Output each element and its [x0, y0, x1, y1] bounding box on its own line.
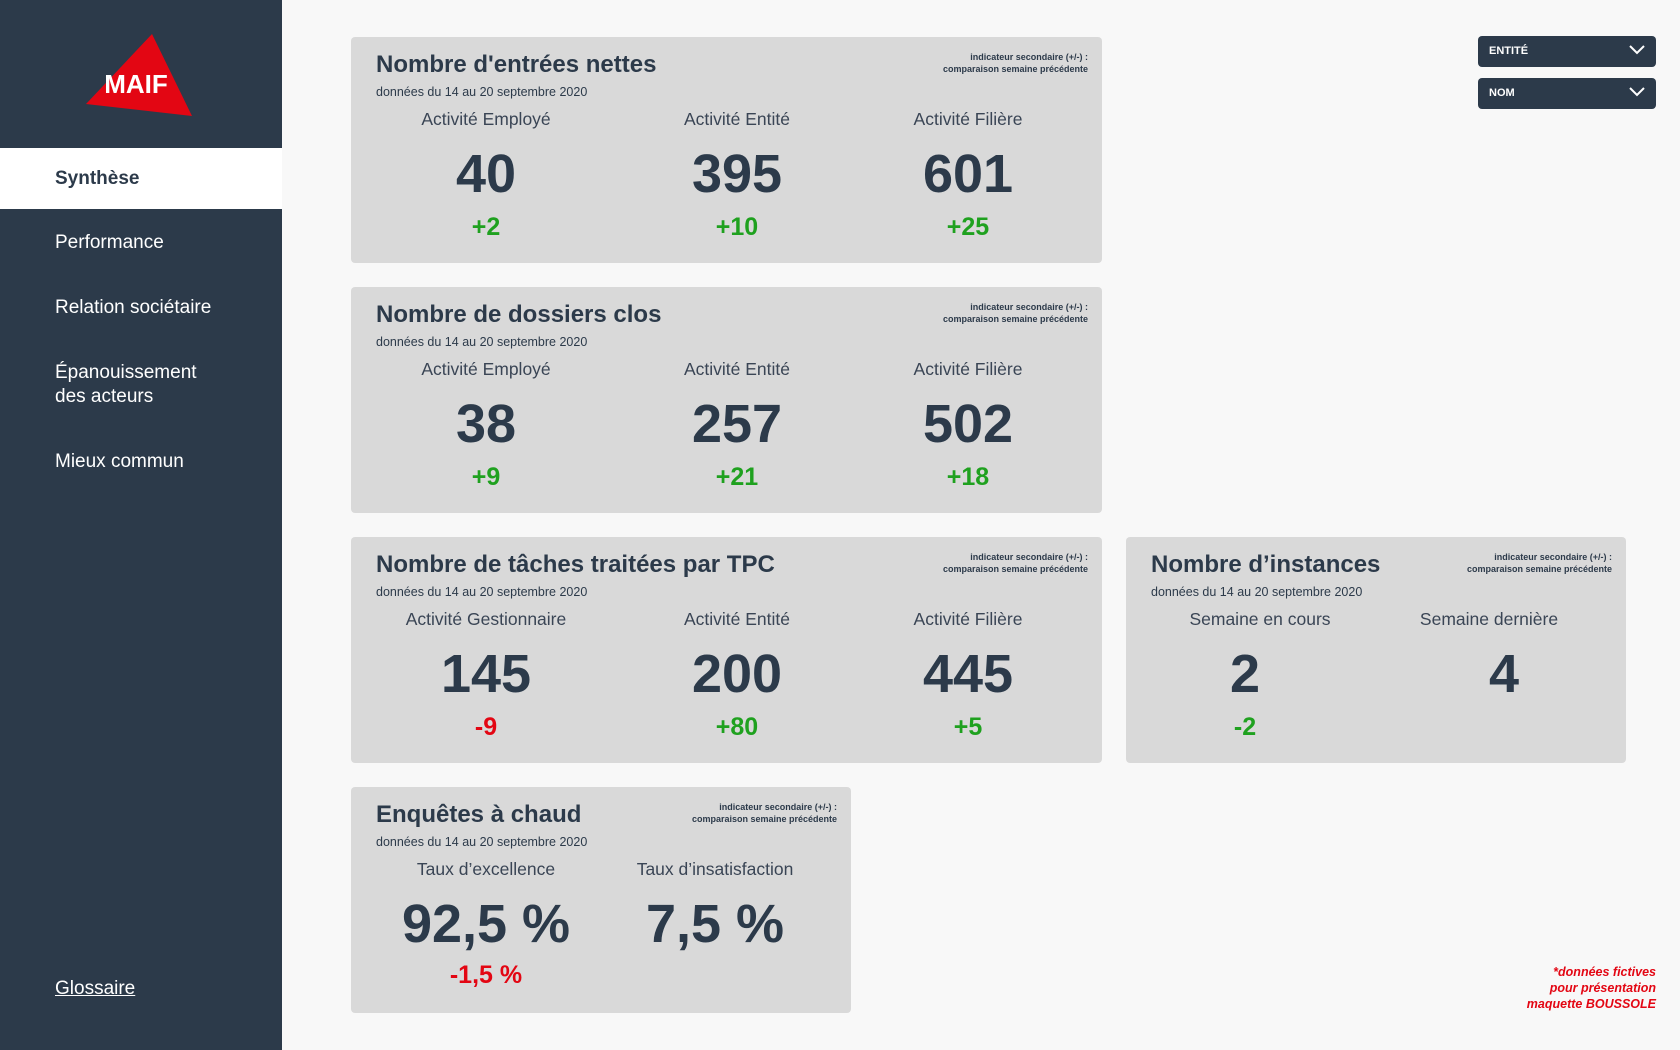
metric-delta: +80 — [715, 713, 759, 741]
nav-item-synthese[interactable]: Synthèse — [0, 148, 282, 209]
card-period: données du 14 au 20 septembre 2020 — [376, 335, 588, 349]
disclaimer-line: maquette BOUSSOLE — [1526, 997, 1656, 1011]
metric-value: 395 — [691, 144, 783, 204]
metric-value: 145 — [440, 644, 532, 704]
card-title: Nombre de tâches traitées par TPC — [376, 551, 775, 578]
metric-value: 38 — [455, 394, 517, 454]
card-enquetes-a-chaud: Enquêtes à chaud données du 14 au 20 sep… — [351, 787, 851, 1013]
card-note: indicateur secondaire (+/-) : comparaison… — [691, 802, 837, 824]
metric-label: Taux d’insatisfaction — [636, 859, 794, 879]
nav-item-performance[interactable]: Performance — [55, 232, 164, 253]
metric-delta: +10 — [715, 213, 759, 241]
metric-delta: +2 — [471, 213, 501, 241]
metric-label: Activité Entité — [683, 109, 791, 129]
metric-label: Activité Employé — [421, 359, 551, 379]
name-dropdown-label: NOM — [1489, 87, 1515, 99]
metric-label: Activité Filière — [913, 359, 1023, 379]
metric-delta: +25 — [946, 213, 990, 241]
nav-item-mieux-commun[interactable]: Mieux commun — [55, 451, 184, 472]
metric-delta: +9 — [471, 463, 501, 491]
metric-label: Activité Entité — [683, 609, 791, 629]
card-note: indicateur secondaire (+/-) : comparaison… — [1466, 552, 1612, 574]
metric-value: 502 — [922, 394, 1014, 454]
metric-label: Activité Filière — [913, 109, 1023, 129]
metric-label: Activité Gestionnaire — [405, 609, 567, 629]
chevron-down-icon — [1629, 87, 1645, 97]
entity-dropdown-label: ENTITÉ — [1489, 45, 1529, 57]
metric-label: Activité Employé — [421, 109, 551, 129]
chevron-down-icon — [1629, 45, 1645, 55]
nav-item-relation-societaire[interactable]: Relation sociétaire — [55, 297, 212, 318]
card-note: indicateur secondaire (+/-) : comparaison… — [942, 52, 1088, 74]
card-period: données du 14 au 20 septembre 2020 — [376, 835, 588, 849]
card-note: indicateur secondaire (+/-) : comparaison… — [942, 552, 1088, 574]
metric-delta: -9 — [474, 713, 498, 741]
entity-dropdown[interactable]: ENTITÉ — [1478, 36, 1656, 67]
metric-label: Activité Entité — [683, 359, 791, 379]
metric-value: 40 — [455, 144, 517, 204]
metric-label: Activité Filière — [913, 609, 1023, 629]
disclaimer-line: *données fictives — [1553, 965, 1656, 979]
card-title: Enquêtes à chaud — [376, 801, 582, 828]
card-period: données du 14 au 20 septembre 2020 — [376, 585, 588, 599]
metric-value: 445 — [922, 644, 1014, 704]
metric-delta: -1,5 % — [449, 961, 523, 989]
metric-value: 601 — [922, 144, 1014, 204]
sidebar-nav: Synthèse Performance Relation sociétaire… — [0, 148, 282, 474]
card-dossiers-clos: Nombre de dossiers clos données du 14 au… — [351, 287, 1102, 513]
metric-delta: +21 — [715, 463, 759, 491]
metric-value: 257 — [691, 394, 783, 454]
card-period: données du 14 au 20 septembre 2020 — [376, 85, 588, 99]
card-title: Nombre de dossiers clos — [376, 301, 662, 328]
card-period: données du 14 au 20 septembre 2020 — [1151, 585, 1363, 599]
metric-label: Semaine en cours — [1189, 609, 1331, 629]
metric-delta: +18 — [946, 463, 990, 491]
metric-delta: -2 — [1233, 713, 1257, 741]
glossary-link[interactable]: Glossaire — [55, 978, 136, 999]
sidebar: MAIF Synthèse Performance Relation socié… — [0, 0, 282, 1050]
card-instances: Nombre d’instances données du 14 au 20 s… — [1126, 537, 1626, 763]
metric-value: 200 — [691, 644, 783, 704]
logo-triangle-icon: MAIF — [86, 34, 192, 116]
card-taches-traitees: Nombre de tâches traitées par TPC donnée… — [351, 537, 1102, 763]
nav-item-epanouissement[interactable]: Épanouissement des acteurs — [55, 362, 197, 407]
metric-value: 2 — [1229, 644, 1261, 704]
disclaimer: *données fictives pour présentation maqu… — [1527, 964, 1656, 1012]
metric-value: 4 — [1488, 644, 1520, 704]
card-title: Nombre d’instances — [1151, 551, 1381, 578]
disclaimer-line: pour présentation — [1549, 981, 1656, 995]
card-title: Nombre d'entrées nettes — [376, 51, 657, 78]
card-entrees-nettes: Nombre d'entrées nettes données du 14 au… — [351, 37, 1102, 263]
logo-text: MAIF — [104, 69, 168, 99]
metric-value: 92,5 % — [401, 894, 571, 954]
card-note: indicateur secondaire (+/-) : comparaison… — [942, 302, 1088, 324]
name-dropdown[interactable]: NOM — [1478, 78, 1656, 109]
metric-label: Semaine dernière — [1419, 609, 1559, 629]
metric-delta: +5 — [953, 713, 983, 741]
metric-value: 7,5 % — [645, 894, 785, 954]
metric-label: Taux d’excellence — [416, 859, 556, 879]
maif-logo[interactable]: MAIF — [0, 0, 282, 148]
